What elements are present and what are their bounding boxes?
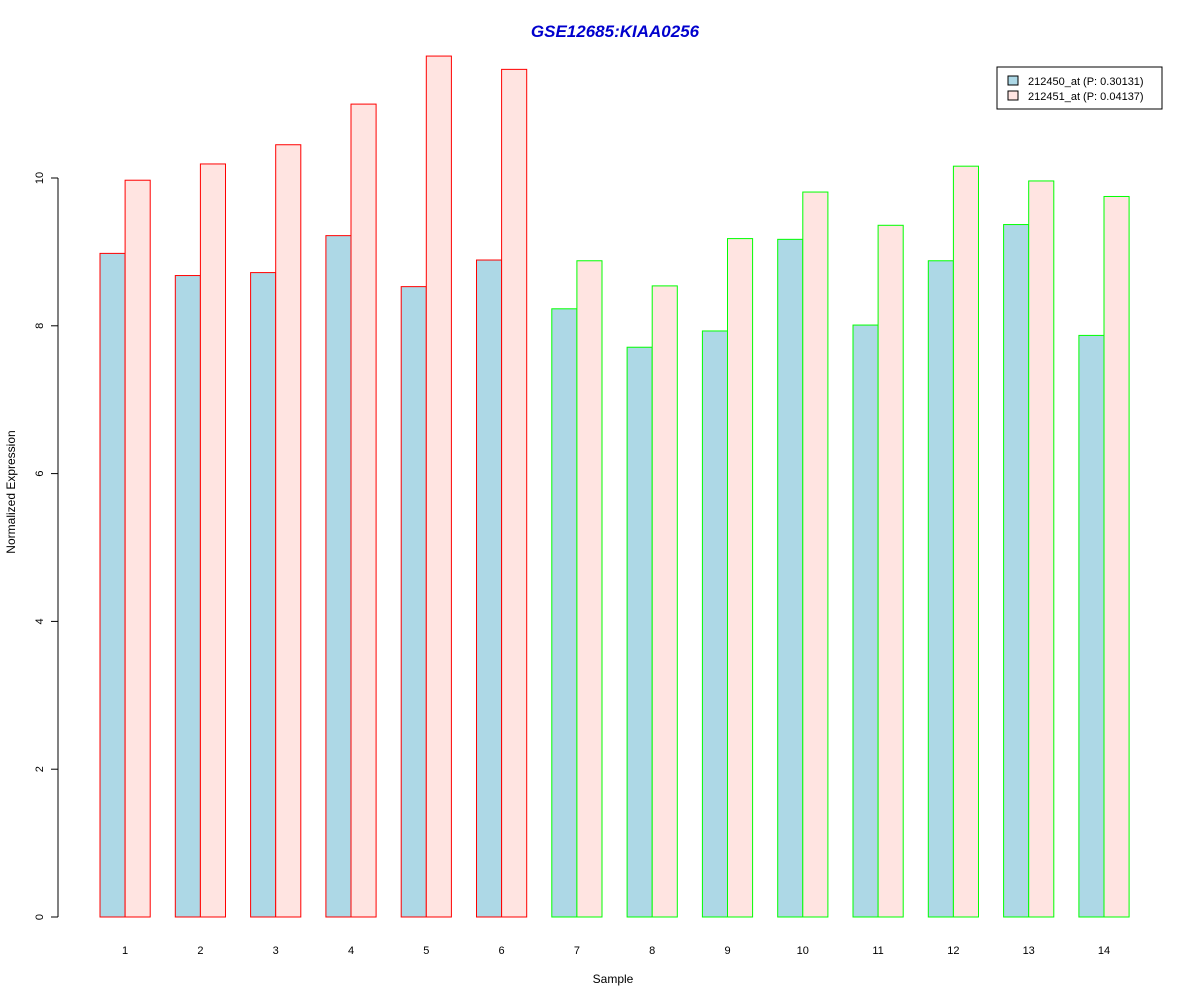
legend: 212450_at (P: 0.30131) 212451_at (P: 0.0… xyxy=(996,66,1163,110)
y-tick-label: 2 xyxy=(34,766,46,772)
chart-title: GSE12685:KIAA0256 xyxy=(531,22,700,41)
bar-sample-2-series-2 xyxy=(199,163,226,918)
bar-sample-4-series-2 xyxy=(350,103,377,918)
bar-sample-8-series-2 xyxy=(651,285,678,918)
y-axis-label: Normalized Expression xyxy=(4,430,18,553)
legend-box xyxy=(996,66,1163,110)
x-tick-label: 6 xyxy=(499,945,505,957)
bar-sample-7-series-1 xyxy=(551,308,578,918)
bar-sample-3-series-2 xyxy=(275,144,302,918)
bar-sample-1-series-2 xyxy=(124,179,151,918)
bar-sample-14-series-1 xyxy=(1078,334,1105,918)
y-tick-label: 4 xyxy=(34,618,46,624)
bar-sample-2-series-1 xyxy=(174,275,201,918)
x-tick-label: 8 xyxy=(649,945,655,957)
bar-sample-13-series-2 xyxy=(1028,180,1055,918)
x-tick-label: 14 xyxy=(1098,945,1110,957)
x-tick-label: 3 xyxy=(273,945,279,957)
y-tick-label: 0 xyxy=(34,914,46,920)
bar-sample-8-series-1 xyxy=(626,346,653,918)
bar-sample-10-series-1 xyxy=(777,238,804,918)
bar-sample-14-series-2 xyxy=(1103,195,1130,918)
bar-sample-3-series-1 xyxy=(250,272,277,918)
x-tick-label: 10 xyxy=(797,945,809,957)
bar-sample-6-series-2 xyxy=(501,68,528,918)
bar-sample-12-series-2 xyxy=(952,165,980,918)
y-tick-label: 8 xyxy=(34,323,46,329)
x-tick-label: 5 xyxy=(423,945,429,957)
x-tick-label: 12 xyxy=(947,945,959,957)
x-tick-label: 7 xyxy=(574,945,580,957)
bar-sample-13-series-1 xyxy=(1003,224,1030,918)
bar-sample-1-series-1 xyxy=(99,252,126,918)
x-tick-label: 13 xyxy=(1023,945,1035,957)
bar-sample-7-series-2 xyxy=(576,260,603,918)
x-tick-labels: 1 2 3 4 5 6 7 8 9 10 11 12 13 14 xyxy=(122,945,1110,957)
bar-sample-11-series-2 xyxy=(877,224,904,918)
legend-label-212451: 212451_at (P: 0.04137) xyxy=(1028,91,1144,103)
x-tick-label: 11 xyxy=(872,945,883,957)
bar-sample-10-series-2 xyxy=(802,191,829,918)
bar-sample-5-series-1 xyxy=(400,286,427,918)
bars-group xyxy=(99,55,1130,918)
y-tick-label: 6 xyxy=(34,471,46,477)
bar-sample-4-series-1 xyxy=(325,235,352,918)
legend-label-212450: 212450_at (P: 0.30131) xyxy=(1028,76,1144,88)
bar-sample-6-series-1 xyxy=(476,259,503,918)
y-axis: 0 2 4 6 8 10 xyxy=(34,172,59,920)
x-tick-label: 9 xyxy=(724,945,730,957)
bar-sample-12-series-1 xyxy=(927,260,954,918)
bar-sample-9-series-1 xyxy=(701,330,729,918)
x-tick-label: 2 xyxy=(197,945,203,957)
x-tick-label: 1 xyxy=(122,945,128,957)
legend-swatch-212450 xyxy=(1007,75,1019,86)
y-tick-label: 10 xyxy=(34,172,46,184)
bar-sample-9-series-2 xyxy=(727,238,754,918)
legend-swatch-212451 xyxy=(1007,90,1019,101)
x-axis-label: Sample xyxy=(593,972,634,986)
x-tick-label: 4 xyxy=(348,945,354,957)
bar-sample-5-series-2 xyxy=(425,55,452,918)
bar-sample-11-series-1 xyxy=(852,324,879,918)
